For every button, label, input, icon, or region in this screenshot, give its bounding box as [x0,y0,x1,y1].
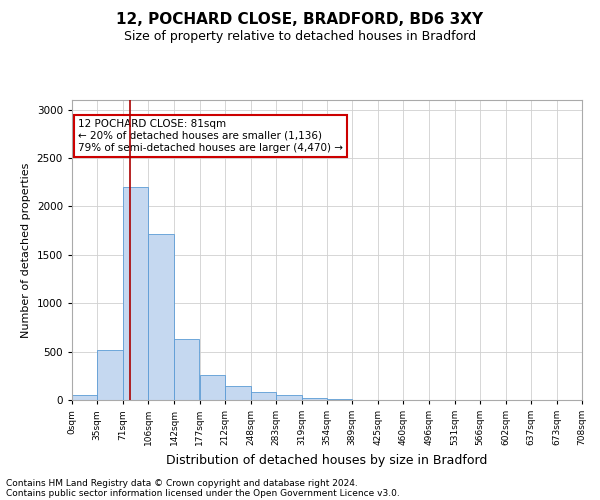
Bar [251,392,276,400]
X-axis label: Distribution of detached houses by size in Bradford: Distribution of detached houses by size … [166,454,488,466]
Text: 12, POCHARD CLOSE, BRADFORD, BD6 3XY: 12, POCHARD CLOSE, BRADFORD, BD6 3XY [116,12,484,28]
Bar [199,375,225,400]
Bar [302,398,327,400]
Bar [327,399,352,400]
Bar [72,395,97,400]
Bar [225,386,251,400]
Y-axis label: Number of detached properties: Number of detached properties [21,162,31,338]
Text: Contains HM Land Registry data © Crown copyright and database right 2024.: Contains HM Land Registry data © Crown c… [6,478,358,488]
Bar [174,339,199,400]
Bar [276,395,302,400]
Bar [148,234,174,400]
Text: Size of property relative to detached houses in Bradford: Size of property relative to detached ho… [124,30,476,43]
Bar [97,350,123,400]
Bar [123,187,148,400]
Text: 12 POCHARD CLOSE: 81sqm
← 20% of detached houses are smaller (1,136)
79% of semi: 12 POCHARD CLOSE: 81sqm ← 20% of detache… [78,120,343,152]
Text: Contains public sector information licensed under the Open Government Licence v3: Contains public sector information licen… [6,488,400,498]
